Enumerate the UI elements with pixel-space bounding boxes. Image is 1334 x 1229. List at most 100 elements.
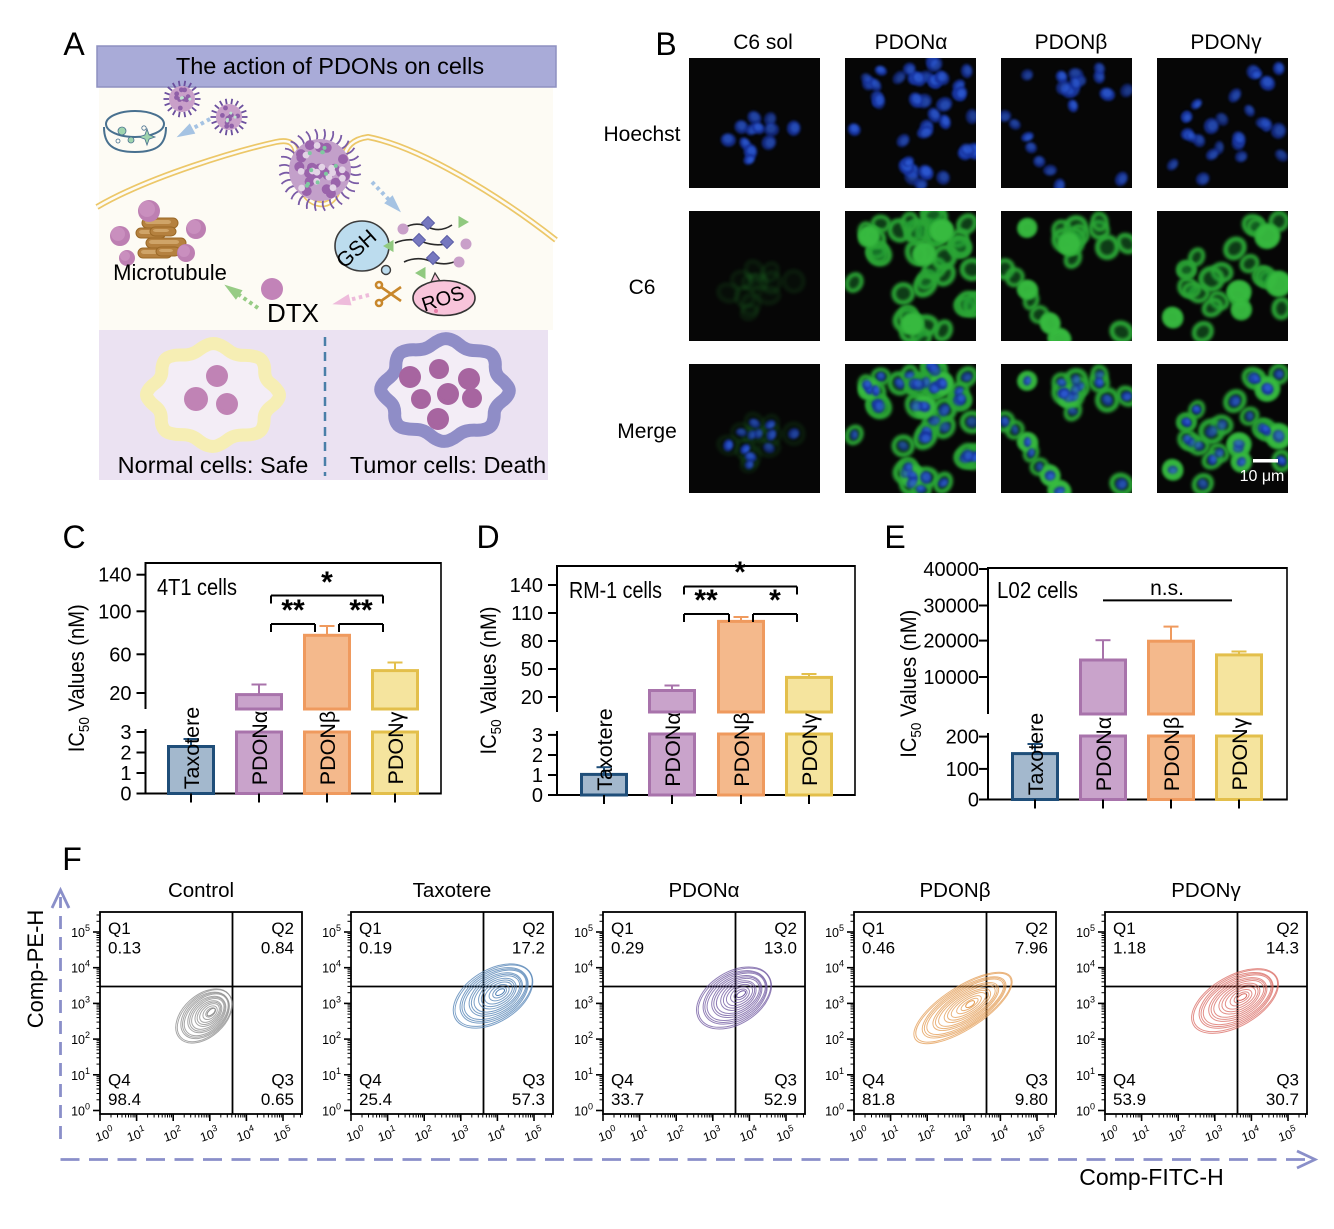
svg-text:Q2: Q2 xyxy=(522,919,545,938)
svg-text:Q1: Q1 xyxy=(862,919,885,938)
svg-text:PDONα: PDONα xyxy=(1092,717,1116,792)
svg-text:4T1 cells: 4T1 cells xyxy=(157,574,237,600)
svg-text:33.7: 33.7 xyxy=(611,1090,644,1109)
svg-text:0: 0 xyxy=(968,790,979,812)
svg-text:1: 1 xyxy=(532,765,543,787)
svg-text:100: 100 xyxy=(98,601,131,623)
svg-text:Tumor cells: Death: Tumor cells: Death xyxy=(350,452,546,478)
svg-text:**: ** xyxy=(694,584,718,617)
svg-text:D: D xyxy=(476,519,499,555)
svg-text:PDONγ: PDONγ xyxy=(1190,31,1262,54)
svg-text:n.s.: n.s. xyxy=(1150,577,1184,600)
svg-text:PDONγ: PDONγ xyxy=(1228,717,1252,790)
svg-text:L02 cells: L02 cells xyxy=(997,577,1078,603)
svg-text:10000: 10000 xyxy=(923,667,979,689)
svg-text:Q4: Q4 xyxy=(108,1071,131,1090)
svg-text:Microtubule: Microtubule xyxy=(113,260,227,285)
svg-text:Q2: Q2 xyxy=(271,919,294,938)
svg-text:30000: 30000 xyxy=(923,596,979,618)
svg-text:80: 80 xyxy=(521,631,543,653)
svg-text:Q3: Q3 xyxy=(1276,1071,1299,1090)
svg-text:Q3: Q3 xyxy=(774,1071,797,1090)
svg-text:Taxotere: Taxotere xyxy=(413,879,492,902)
svg-text:Merge: Merge xyxy=(617,420,677,443)
svg-text:20: 20 xyxy=(109,683,131,705)
svg-text:13.0: 13.0 xyxy=(764,939,797,958)
svg-text:2: 2 xyxy=(532,745,543,767)
svg-text:Q3: Q3 xyxy=(1025,1071,1048,1090)
svg-text:Q2: Q2 xyxy=(1276,919,1299,938)
svg-text:40000: 40000 xyxy=(923,559,979,581)
svg-text:Q4: Q4 xyxy=(359,1071,382,1090)
svg-text:PDONβ: PDONβ xyxy=(316,711,340,785)
svg-text:PDONα: PDONα xyxy=(668,879,739,902)
svg-text:Hoechst: Hoechst xyxy=(603,123,680,146)
svg-text:140: 140 xyxy=(510,575,543,597)
svg-text:0.84: 0.84 xyxy=(261,939,294,958)
svg-text:20: 20 xyxy=(521,687,543,709)
svg-text:E: E xyxy=(884,519,905,555)
svg-text:B: B xyxy=(655,26,676,62)
svg-text:9.80: 9.80 xyxy=(1015,1090,1048,1109)
svg-text:60: 60 xyxy=(109,644,131,666)
svg-text:PDONα: PDONα xyxy=(875,31,948,54)
svg-text:Q4: Q4 xyxy=(862,1071,885,1090)
svg-text:0.46: 0.46 xyxy=(862,939,895,958)
svg-text:7.96: 7.96 xyxy=(1015,939,1048,958)
svg-text:81.8: 81.8 xyxy=(862,1090,895,1109)
svg-text:0: 0 xyxy=(120,784,131,806)
svg-text:Comp-FITC-H: Comp-FITC-H xyxy=(1079,1164,1223,1190)
svg-text:*: * xyxy=(321,566,333,599)
svg-text:PDONβ: PDONβ xyxy=(1160,717,1184,791)
svg-text:PDONβ: PDONβ xyxy=(730,712,754,786)
svg-text:Q2: Q2 xyxy=(1025,919,1048,938)
svg-text:Q3: Q3 xyxy=(271,1071,294,1090)
svg-text:Taxotere: Taxotere xyxy=(1024,713,1048,795)
svg-text:Taxotere: Taxotere xyxy=(180,707,204,789)
svg-text:57.3: 57.3 xyxy=(512,1090,545,1109)
svg-text:Control: Control xyxy=(168,879,234,902)
svg-text:0: 0 xyxy=(532,785,543,807)
svg-text:2: 2 xyxy=(120,743,131,765)
svg-text:C6: C6 xyxy=(629,276,656,299)
svg-text:0.13: 0.13 xyxy=(108,939,141,958)
svg-text:The action of PDONs on cells: The action of PDONs on cells xyxy=(176,53,484,79)
svg-text:**: ** xyxy=(281,594,305,627)
svg-text:C6 sol: C6 sol xyxy=(733,31,793,54)
svg-text:100: 100 xyxy=(946,759,979,781)
svg-text:Q2: Q2 xyxy=(774,919,797,938)
svg-text:17.2: 17.2 xyxy=(512,939,545,958)
svg-text:0.29: 0.29 xyxy=(611,939,644,958)
svg-text:A: A xyxy=(63,26,85,62)
svg-text:1.18: 1.18 xyxy=(1113,939,1146,958)
svg-text:10 μm: 10 μm xyxy=(1240,468,1285,485)
svg-text:IC50 Values (nM): IC50 Values (nM) xyxy=(896,610,925,758)
svg-text:Q1: Q1 xyxy=(611,919,634,938)
svg-text:110: 110 xyxy=(511,603,543,625)
svg-text:1: 1 xyxy=(120,763,131,785)
svg-text:98.4: 98.4 xyxy=(108,1090,141,1109)
svg-text:PDONγ: PDONγ xyxy=(798,713,822,786)
svg-text:140: 140 xyxy=(98,565,131,587)
svg-text:3: 3 xyxy=(120,722,131,744)
svg-text:**: ** xyxy=(349,594,373,627)
svg-text:PDONγ: PDONγ xyxy=(384,711,408,784)
svg-text:Q3: Q3 xyxy=(522,1071,545,1090)
svg-text:53.9: 53.9 xyxy=(1113,1090,1146,1109)
svg-text:C: C xyxy=(62,519,85,555)
svg-text:*: * xyxy=(734,556,746,589)
svg-text:IC50 Values (nM): IC50 Values (nM) xyxy=(64,604,93,752)
svg-text:Q1: Q1 xyxy=(108,919,131,938)
svg-text:Q1: Q1 xyxy=(359,919,382,938)
svg-text:Taxotere: Taxotere xyxy=(593,708,617,790)
svg-text:PDONβ: PDONβ xyxy=(1035,31,1108,54)
svg-text:30.7: 30.7 xyxy=(1266,1090,1299,1109)
svg-text:PDONγ: PDONγ xyxy=(1171,879,1241,902)
svg-text:Q1: Q1 xyxy=(1113,919,1136,938)
svg-text:20000: 20000 xyxy=(923,631,979,653)
svg-text:Q4: Q4 xyxy=(611,1071,634,1090)
svg-text:25.4: 25.4 xyxy=(359,1090,392,1109)
svg-text:200: 200 xyxy=(946,727,979,749)
svg-text:0.19: 0.19 xyxy=(359,939,392,958)
svg-text:50: 50 xyxy=(521,659,543,681)
